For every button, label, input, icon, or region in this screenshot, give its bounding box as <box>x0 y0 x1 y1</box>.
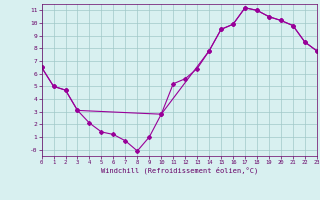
X-axis label: Windchill (Refroidissement éolien,°C): Windchill (Refroidissement éolien,°C) <box>100 167 258 174</box>
